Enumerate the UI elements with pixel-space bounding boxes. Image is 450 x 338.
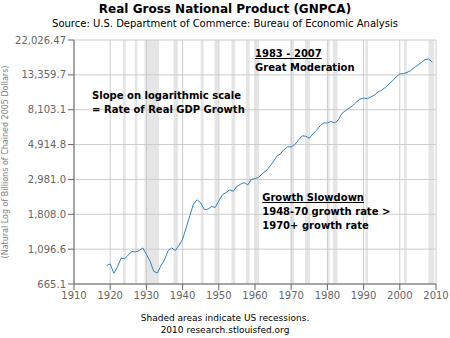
svg-text:1970: 1970 xyxy=(278,290,303,301)
svg-text:2010: 2010 xyxy=(423,290,442,301)
svg-text:665.1: 665.1 xyxy=(37,279,66,290)
svg-text:22,026.47: 22,026.47 xyxy=(15,35,66,46)
svg-text:8,103.1: 8,103.1 xyxy=(28,104,66,115)
html-text:1970+ growth rate: 1970+ growth rate xyxy=(262,220,369,232)
svg-text:1980: 1980 xyxy=(315,290,340,301)
svg-text:1960: 1960 xyxy=(242,290,267,301)
svg-text:2,981.0: 2,981.0 xyxy=(28,174,66,185)
html-text:1948-70 growth rate >: 1948-70 growth rate > xyxy=(262,206,391,218)
svg-text:13,359.7: 13,359.7 xyxy=(21,69,66,80)
html-text:Real Gross National Product (G: Real Gross National Product (GNPCA) xyxy=(98,2,352,16)
html-text:Shaded areas indicate US reces: Shaded areas indicate US recessions. 201… xyxy=(140,313,310,335)
svg-text:1,808.0: 1,808.0 xyxy=(28,209,66,220)
svg-text:4,914.8: 4,914.8 xyxy=(28,139,66,150)
svg-text:1930: 1930 xyxy=(134,290,159,301)
html-text:Great Moderation: Great Moderation xyxy=(255,62,355,74)
svg-text:1920: 1920 xyxy=(97,290,122,301)
html-text:1983 - 2007: 1983 - 2007 xyxy=(255,48,322,60)
svg-text:1940: 1940 xyxy=(170,290,195,301)
svg-text:(Natural Log of Billions of Ch: (Natural Log of Billions of Chained 2005… xyxy=(8,66,10,259)
svg-text:2000: 2000 xyxy=(387,290,412,301)
svg-text:1,096.6: 1,096.6 xyxy=(28,244,66,255)
svg-text:1990: 1990 xyxy=(351,290,376,301)
html-text:Growth Slowdown: Growth Slowdown xyxy=(262,192,364,204)
html-text:Slope on logarithmic scale: Slope on logarithmic scale xyxy=(92,89,241,101)
svg-text:1910: 1910 xyxy=(61,290,86,301)
html-text:Source: U.S. Department of Com: Source: U.S. Department of Commerce: Bur… xyxy=(52,18,398,29)
html-text:= Rate of Real GDP Growth: = Rate of Real GDP Growth xyxy=(92,103,245,115)
svg-text:1950: 1950 xyxy=(206,290,231,301)
